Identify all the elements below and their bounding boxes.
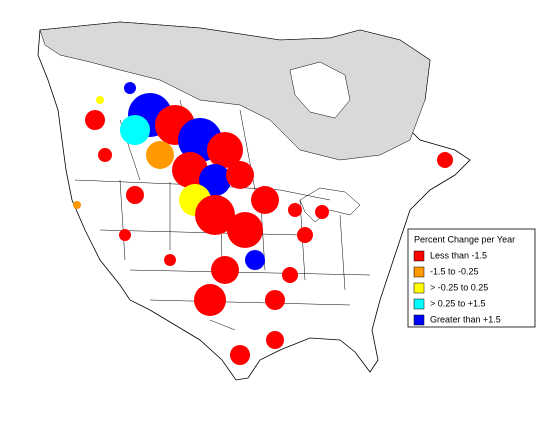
legend-label: > -0.25 to 0.25 — [430, 282, 488, 292]
no-data-region — [39, 21, 431, 161]
legend-title: Percent Change per Year — [414, 234, 515, 244]
legend-swatch — [413, 250, 425, 262]
legend-label: -1.5 to -0.25 — [430, 266, 479, 276]
great-lakes — [299, 187, 361, 223]
legend-label: Less than -1.5 — [430, 250, 487, 260]
legend-box — [407, 228, 536, 328]
change-areas — [73, 82, 453, 365]
legend-label: Greater than +1.5 — [430, 314, 501, 324]
legend-swatch — [413, 314, 425, 326]
legend-swatch — [413, 282, 425, 294]
legend-swatch — [413, 266, 425, 278]
legend-swatch — [413, 298, 425, 310]
hudson-bay — [289, 61, 351, 119]
legend-label: > 0.25 to +1.5 — [430, 298, 486, 308]
